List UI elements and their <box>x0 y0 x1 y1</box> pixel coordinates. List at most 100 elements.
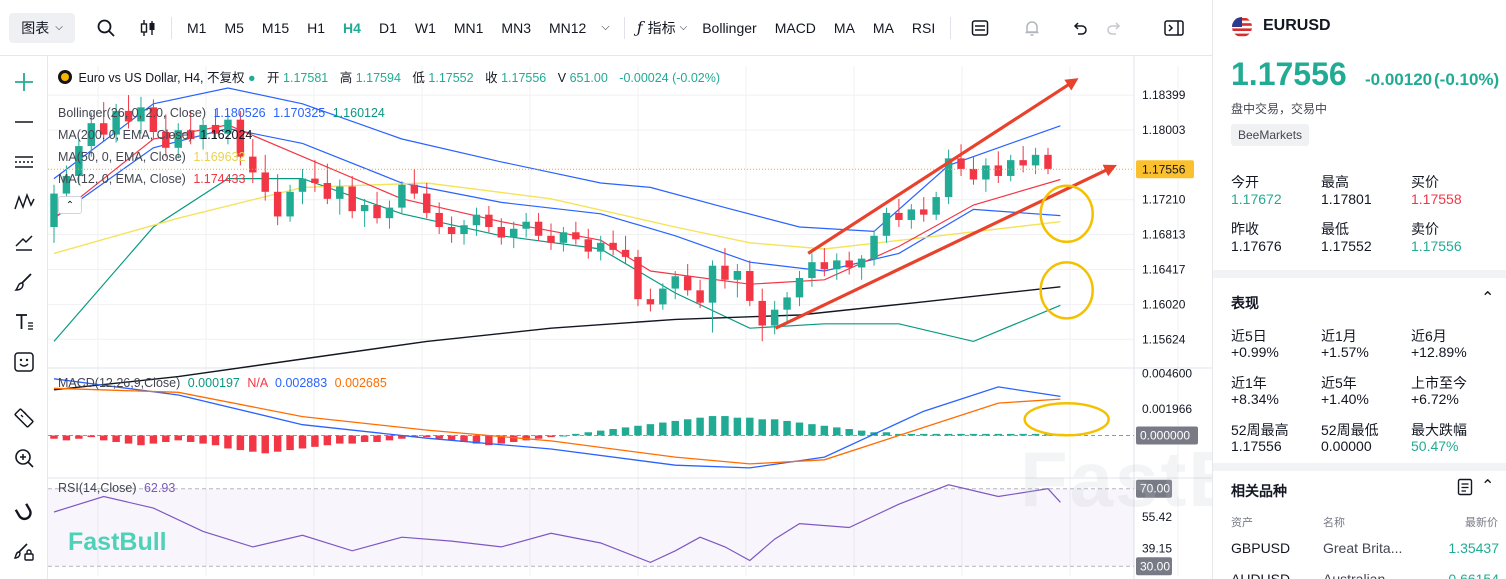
macd-histogram-bar <box>224 435 232 449</box>
chart-type-dropdown[interactable]: 图表 ⌵ <box>9 12 75 43</box>
performance-label: 近5年 <box>1321 375 1357 391</box>
magnet-tool[interactable] <box>8 496 40 528</box>
ruler-tool[interactable] <box>8 402 40 434</box>
related-row[interactable]: AUDUSD Australian ... 0.66154 <box>1213 569 1506 579</box>
timeframe-mn1[interactable]: MN1 <box>453 19 484 36</box>
timeframe-mn12[interactable]: MN12 <box>548 19 587 36</box>
search-button[interactable] <box>89 11 123 45</box>
bollinger-name: Bollinger(26, 0, 2.0, Close) <box>58 106 206 120</box>
pattern-tool[interactable] <box>8 186 40 218</box>
layout-button[interactable] <box>963 11 997 45</box>
data-source-badge[interactable]: BeeMarkets <box>1231 124 1310 146</box>
candle-body <box>186 130 195 140</box>
ma12-legend[interactable]: MA(12, 0, EMA, Close) 1.174433 <box>58 172 245 186</box>
candle-body <box>360 205 369 212</box>
timeframe-m1[interactable]: M1 <box>187 19 207 36</box>
ma50-value: 1.169632 <box>193 150 246 164</box>
timeframe-m5[interactable]: M5 <box>224 19 244 36</box>
macd-histogram-bar <box>311 435 319 447</box>
ohlc-legend: Euro vs US Dollar, H4, 不复权 ● 开 1.17581 高… <box>58 67 720 86</box>
related-asset: GBPUSD <box>1231 540 1291 556</box>
timeframe-w1[interactable]: W1 <box>414 19 436 36</box>
macd-legend[interactable]: MACD(12,26,9,Close) 0.000197 N/A 0.00288… <box>58 376 387 390</box>
crosshair-tool[interactable] <box>8 66 40 98</box>
more-timeframes-chevron-icon[interactable]: ⌵ <box>601 21 610 33</box>
zoom-tool[interactable] <box>8 442 40 474</box>
alert-button[interactable] <box>1015 11 1049 45</box>
related-price: 0.66154 <box>1448 571 1499 579</box>
candle-body <box>112 110 120 135</box>
performance-value: +12.89% <box>1411 344 1467 360</box>
indicator-button-rsi-4[interactable]: RSI <box>911 19 936 36</box>
emoji-tool[interactable] <box>8 346 40 378</box>
macd-histogram-bar <box>795 422 804 436</box>
candle-body <box>472 214 481 226</box>
redo-icon <box>1107 21 1121 35</box>
macd-histogram-bar <box>286 435 294 451</box>
current-price-label: 1.17556 <box>1142 162 1186 176</box>
macd-histogram-bar <box>249 435 257 452</box>
candle-body <box>87 123 96 147</box>
macd-histogram-bar <box>398 435 406 439</box>
related-detail-button[interactable] <box>1457 478 1473 499</box>
bollinger-legend[interactable]: Bollinger(26, 0, 2.0, Close) 1.180526 1.… <box>58 106 385 120</box>
macd-histogram-bar <box>783 420 791 436</box>
lock-drawings-tool[interactable] <box>8 536 40 568</box>
timeframe-mn3[interactable]: MN3 <box>501 19 531 36</box>
brush-tool[interactable] <box>8 266 40 298</box>
related-row[interactable]: GBPUSD Great Brita... 1.35437 <box>1213 538 1506 562</box>
rsi-tick-label: 39.15 <box>1142 542 1172 556</box>
candle-body <box>683 276 692 291</box>
macd-histogram-bar <box>75 435 83 439</box>
stat-value: 1.17801 <box>1321 191 1372 207</box>
indicator-button-bollinger-0[interactable]: Bollinger <box>702 19 757 36</box>
horizontal-line-tool[interactable] <box>8 106 40 138</box>
timeframe-h4[interactable]: H4 <box>343 19 361 36</box>
ma200-legend[interactable]: MA(200, 0, EMA, Close) 1.162024 <box>58 128 252 142</box>
collapse-panel-button[interactable] <box>1157 11 1191 45</box>
lock-brush-icon <box>13 543 34 561</box>
performance-value: +0.99% <box>1231 344 1279 360</box>
timeframe-m15[interactable]: M15 <box>261 19 290 36</box>
rsi-legend[interactable]: RSI(14,Close) 62.93 <box>58 481 175 495</box>
layout-icon <box>972 19 989 36</box>
candle-body <box>497 226 506 238</box>
macd-current-tag <box>1136 426 1198 445</box>
parallel-lines-tool[interactable] <box>8 146 40 178</box>
trend-tool[interactable] <box>8 226 40 258</box>
collapse-performance-button[interactable]: ⌃ <box>1481 288 1494 308</box>
collapse-legend-button[interactable]: ⌃ <box>58 196 82 214</box>
trend-arrow-line <box>807 78 1079 255</box>
stat-value: 1.17672 <box>1231 191 1282 207</box>
macd-histogram-bar <box>298 435 307 449</box>
ma50-legend[interactable]: MA(50, 0, EMA, Close) 1.169632 <box>58 150 245 164</box>
rsi-name: RSI(14,Close) <box>58 481 137 495</box>
macd-histogram-bar <box>547 435 555 438</box>
macd-histogram-bar <box>559 435 568 437</box>
price-chart[interactable]: 1.18399 1.18003 1.17210 1.16813 1.16417 1.160… <box>48 56 1212 579</box>
timeframe-d1[interactable]: D1 <box>378 19 397 36</box>
collapse-related-button[interactable]: ⌃ <box>1481 476 1494 496</box>
macd-histogram-bar <box>460 435 468 442</box>
timeframe-h1[interactable]: H1 <box>307 19 326 36</box>
macd-histogram-bar <box>186 435 195 442</box>
candle-body <box>286 191 294 217</box>
macd-histogram-bar <box>261 435 269 454</box>
text-tool[interactable] <box>8 306 40 338</box>
indicator-button-ma-2[interactable]: MA <box>833 19 855 36</box>
chart-area[interactable]: 1.18399 1.18003 1.17210 1.16813 1.16417 1.160… <box>48 56 1212 579</box>
stat-label: 卖价 <box>1411 221 1439 237</box>
candle-style-button[interactable] <box>131 11 165 45</box>
candle-body <box>423 193 431 213</box>
indicators-button[interactable]: ƒ 指标 ⌵ <box>631 18 694 38</box>
macd-histogram-bar <box>1031 433 1040 436</box>
candle-body <box>907 209 916 220</box>
stat-label: 昨收 <box>1231 221 1259 237</box>
indicator-button-macd-1[interactable]: MACD <box>774 19 816 36</box>
undo-button[interactable] <box>1063 11 1097 45</box>
candle-body <box>174 130 182 148</box>
trend-arrow-line <box>774 164 1117 330</box>
indicator-button-ma-3[interactable]: MA <box>872 19 894 36</box>
redo-button[interactable] <box>1097 11 1131 45</box>
